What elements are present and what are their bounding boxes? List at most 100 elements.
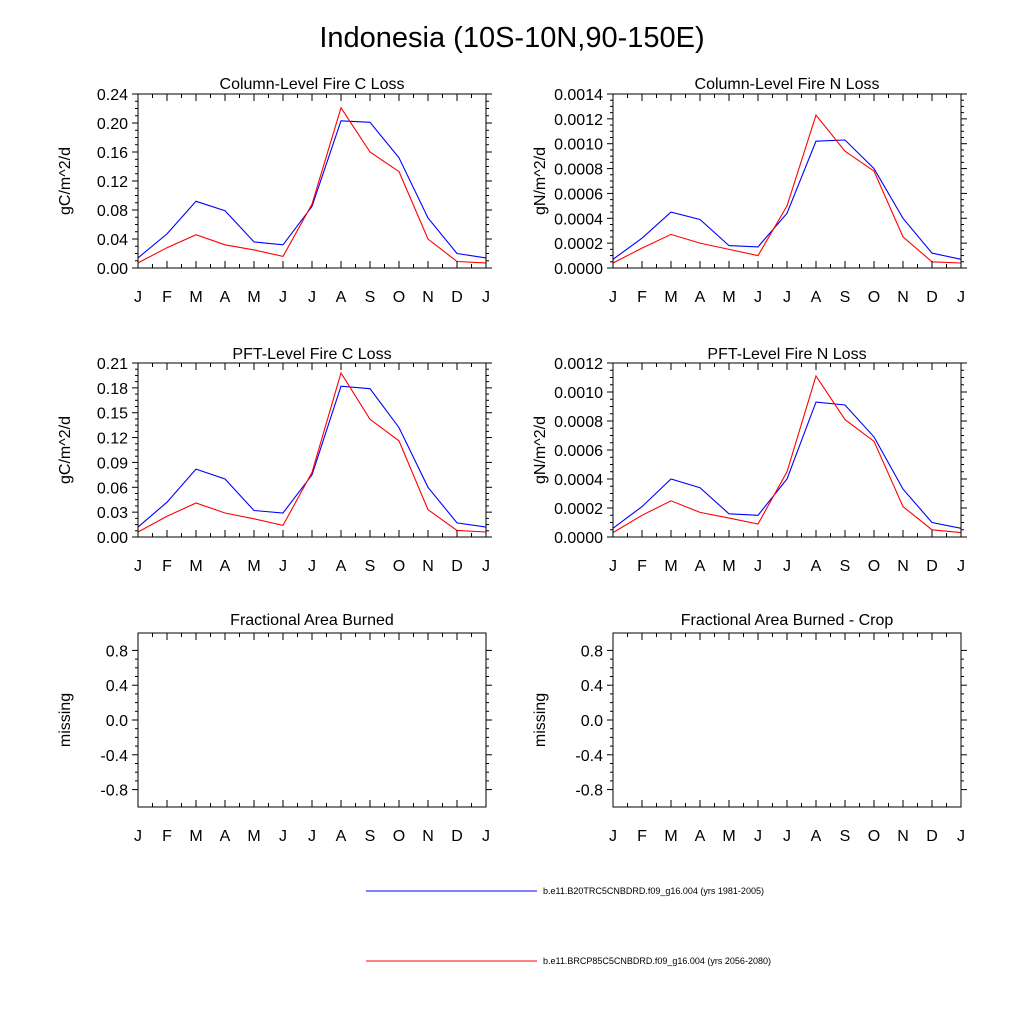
x-tick-label: J	[957, 828, 965, 845]
chart-panel-6: J F M A M J J A S O N D J-0.8-0.40.00.40.8Fractional…	[532, 612, 967, 845]
x-tick-label: D	[926, 558, 938, 575]
y-tick-label: 0.15	[97, 406, 128, 423]
y-tick-label: -0.8	[575, 783, 603, 800]
y-tick-label: 0.00	[97, 530, 128, 547]
y-tick-label: 0.12	[97, 174, 128, 191]
x-tick-label: J	[754, 558, 762, 575]
x-tick-label: J	[957, 558, 965, 575]
panel-title: Fractional Area Burned	[230, 612, 394, 629]
x-tick-label: M	[664, 558, 677, 575]
panel-title: Column-Level Fire C Loss	[220, 76, 405, 93]
panel-title: PFT-Level Fire C Loss	[232, 346, 391, 363]
y-tick-label: 0.0000	[554, 530, 603, 547]
x-tick-label: S	[840, 558, 851, 575]
x-tick-label: D	[926, 828, 938, 845]
series-line-2	[612, 374, 962, 534]
y-tick-label: 0.0	[106, 713, 128, 730]
x-tick-label: N	[422, 289, 434, 306]
x-tick-label: F	[637, 289, 647, 306]
x-tick-label: A	[336, 558, 347, 575]
series-line-1	[137, 385, 487, 528]
x-tick-label: S	[365, 558, 376, 575]
x-tick-label: D	[926, 289, 938, 306]
y-tick-label: -0.8	[100, 783, 128, 800]
x-tick-label: J	[134, 289, 142, 306]
x-tick-label: D	[451, 289, 463, 306]
y-tick-label: 0.4	[106, 678, 128, 695]
y-tick-label: 0.00	[97, 261, 128, 278]
x-tick-label: M	[722, 289, 735, 306]
y-tick-label: 0.8	[106, 643, 128, 660]
legend-label-1: b.e11.B20TRC5CNBDRD.f09_g16.004 (yrs 198…	[543, 886, 764, 896]
x-tick-label: M	[247, 828, 260, 845]
x-tick-label: M	[664, 828, 677, 845]
x-tick-label: M	[247, 558, 260, 575]
y-tick-label: 0.0004	[554, 472, 603, 489]
x-tick-label: N	[422, 558, 434, 575]
x-tick-label: A	[811, 828, 822, 845]
y-axis-label: missing	[57, 693, 74, 747]
y-tick-label: 0.09	[97, 455, 128, 472]
y-tick-label: 0.0002	[554, 236, 603, 253]
x-tick-label: J	[308, 289, 316, 306]
x-tick-label: J	[308, 558, 316, 575]
series-line-2	[137, 371, 487, 533]
chart-panel-4: J F M A M J J A S O N D J0.00000.00020.00040.00060.0…	[532, 346, 967, 575]
y-tick-label: 0.0006	[554, 186, 603, 203]
y-tick-label: -0.4	[575, 748, 603, 765]
x-tick-label: J	[609, 828, 617, 845]
chart-panel-1: J F M A M J J A S O N D J0.000.040.080.120.160.200.2…	[57, 76, 492, 306]
y-tick-label: 0.0010	[554, 385, 603, 402]
x-tick-label: D	[451, 828, 463, 845]
y-tick-label: 0.0008	[554, 162, 603, 179]
x-tick-label: S	[365, 289, 376, 306]
y-tick-label: 0.24	[97, 87, 128, 104]
y-axis-label: gC/m^2/d	[57, 416, 74, 484]
y-tick-label: 0.0002	[554, 501, 603, 518]
x-tick-label: A	[811, 289, 822, 306]
x-tick-label: A	[336, 828, 347, 845]
y-tick-label: 0.16	[97, 145, 128, 162]
x-tick-label: S	[840, 289, 851, 306]
x-tick-label: O	[868, 558, 880, 575]
x-tick-label: F	[637, 828, 647, 845]
y-tick-label: 0.0014	[554, 87, 603, 104]
y-axis-label: gC/m^2/d	[57, 147, 74, 215]
y-tick-label: 0.21	[97, 356, 128, 373]
y-tick-label: 0.08	[97, 203, 128, 220]
y-tick-label: 0.12	[97, 431, 128, 448]
y-tick-label: 0.0006	[554, 443, 603, 460]
series-line-1	[137, 120, 487, 259]
x-tick-label: M	[664, 289, 677, 306]
x-tick-label: J	[279, 828, 287, 845]
series-line-2	[612, 113, 962, 264]
y-axis-label: gN/m^2/d	[532, 147, 549, 215]
x-tick-label: N	[897, 289, 909, 306]
x-tick-label: O	[393, 558, 405, 575]
x-tick-label: J	[783, 558, 791, 575]
x-tick-label: M	[247, 289, 260, 306]
x-tick-label: J	[783, 828, 791, 845]
y-tick-label: 0.04	[97, 232, 128, 249]
x-tick-label: J	[957, 289, 965, 306]
plot-frame	[137, 362, 487, 538]
x-tick-label: J	[754, 828, 762, 845]
y-tick-label: 0.18	[97, 381, 128, 398]
x-tick-label: D	[451, 558, 463, 575]
y-tick-label: -0.4	[100, 748, 128, 765]
x-tick-label: O	[868, 828, 880, 845]
y-tick-label: 0.0012	[554, 112, 603, 129]
x-tick-label: N	[897, 828, 909, 845]
y-tick-label: 0.06	[97, 480, 128, 497]
series-line-2	[137, 106, 487, 264]
x-tick-label: O	[393, 289, 405, 306]
x-tick-label: A	[695, 558, 706, 575]
y-tick-label: 0.4	[581, 678, 603, 695]
x-tick-label: J	[134, 828, 142, 845]
x-tick-label: J	[134, 558, 142, 575]
x-tick-label: A	[811, 558, 822, 575]
panel-title: Fractional Area Burned - Crop	[681, 612, 894, 629]
x-tick-label: A	[220, 558, 231, 575]
y-tick-label: 0.8	[581, 643, 603, 660]
y-tick-label: 0.0000	[554, 261, 603, 278]
